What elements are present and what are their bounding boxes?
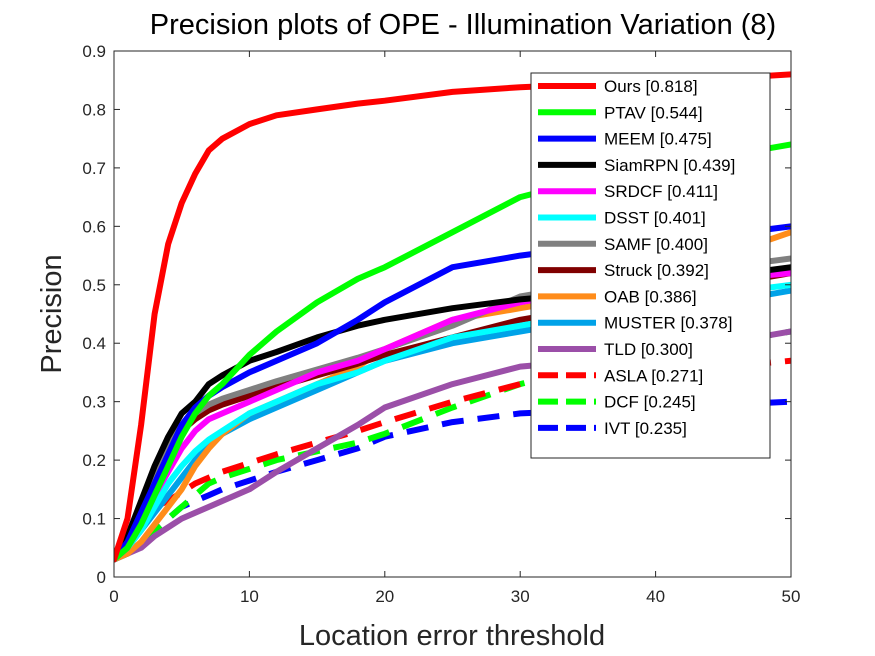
legend-label: Struck [0.392] bbox=[604, 261, 709, 280]
legend-label: DSST [0.401] bbox=[604, 209, 706, 228]
y-tick-label: 0.8 bbox=[82, 100, 106, 119]
legend-label: Ours [0.818] bbox=[604, 77, 698, 96]
x-axis-label: Location error threshold bbox=[299, 620, 605, 652]
y-tick-label: 0 bbox=[97, 568, 106, 587]
y-tick-label: 0.2 bbox=[82, 451, 106, 470]
legend-label: DCF [0.245] bbox=[604, 393, 696, 412]
legend-label: OAB [0.386] bbox=[604, 287, 697, 306]
legend-label: SAMF [0.400] bbox=[604, 235, 708, 254]
x-tick-label: 30 bbox=[511, 587, 530, 606]
y-tick-label: 0.6 bbox=[82, 217, 106, 236]
legend-label: IVT [0.235] bbox=[604, 419, 687, 438]
y-axis-label: Precision bbox=[36, 254, 68, 373]
x-tick-label: 10 bbox=[240, 587, 259, 606]
legend: Ours [0.818] PTAV [0.544] MEEM [0.475] Siam… bbox=[530, 72, 771, 459]
y-tick-label: 0.5 bbox=[82, 276, 106, 295]
x-tick-label: 20 bbox=[375, 587, 394, 606]
legend-label: PTAV [0.544] bbox=[604, 103, 703, 122]
y-tick-label: 0.1 bbox=[82, 510, 106, 529]
y-tick-label: 0.9 bbox=[82, 42, 106, 61]
y-tick-label: 0.4 bbox=[82, 334, 106, 353]
legend-label: SiamRPN [0.439] bbox=[604, 156, 735, 175]
legend-items: Ours [0.818] PTAV [0.544] MEEM [0.475] Siam… bbox=[538, 77, 735, 438]
y-tick-label: 0.7 bbox=[82, 159, 106, 178]
legend-label: ASLA [0.271] bbox=[604, 366, 703, 385]
y-tick-label: 0.3 bbox=[82, 393, 106, 412]
legend-label: TLD [0.300] bbox=[604, 340, 693, 359]
legend-label: MUSTER [0.378] bbox=[604, 314, 733, 333]
x-tick-label: 40 bbox=[646, 587, 665, 606]
x-tick-label: 50 bbox=[782, 587, 801, 606]
plot-frame bbox=[113, 50, 792, 578]
ticks-layer: 0 10 20 30 40 50 0 0.1 0.2 0.3 0.4 0.5 0.6 0.7 0.8 0.9 bbox=[82, 42, 800, 606]
legend-label: MEEM [0.475] bbox=[604, 130, 712, 149]
x-tick-label: 0 bbox=[109, 587, 118, 606]
chart-title: Precision plots of OPE - Illumination Va… bbox=[150, 9, 776, 41]
legend-label: SRDCF [0.411] bbox=[604, 182, 718, 201]
